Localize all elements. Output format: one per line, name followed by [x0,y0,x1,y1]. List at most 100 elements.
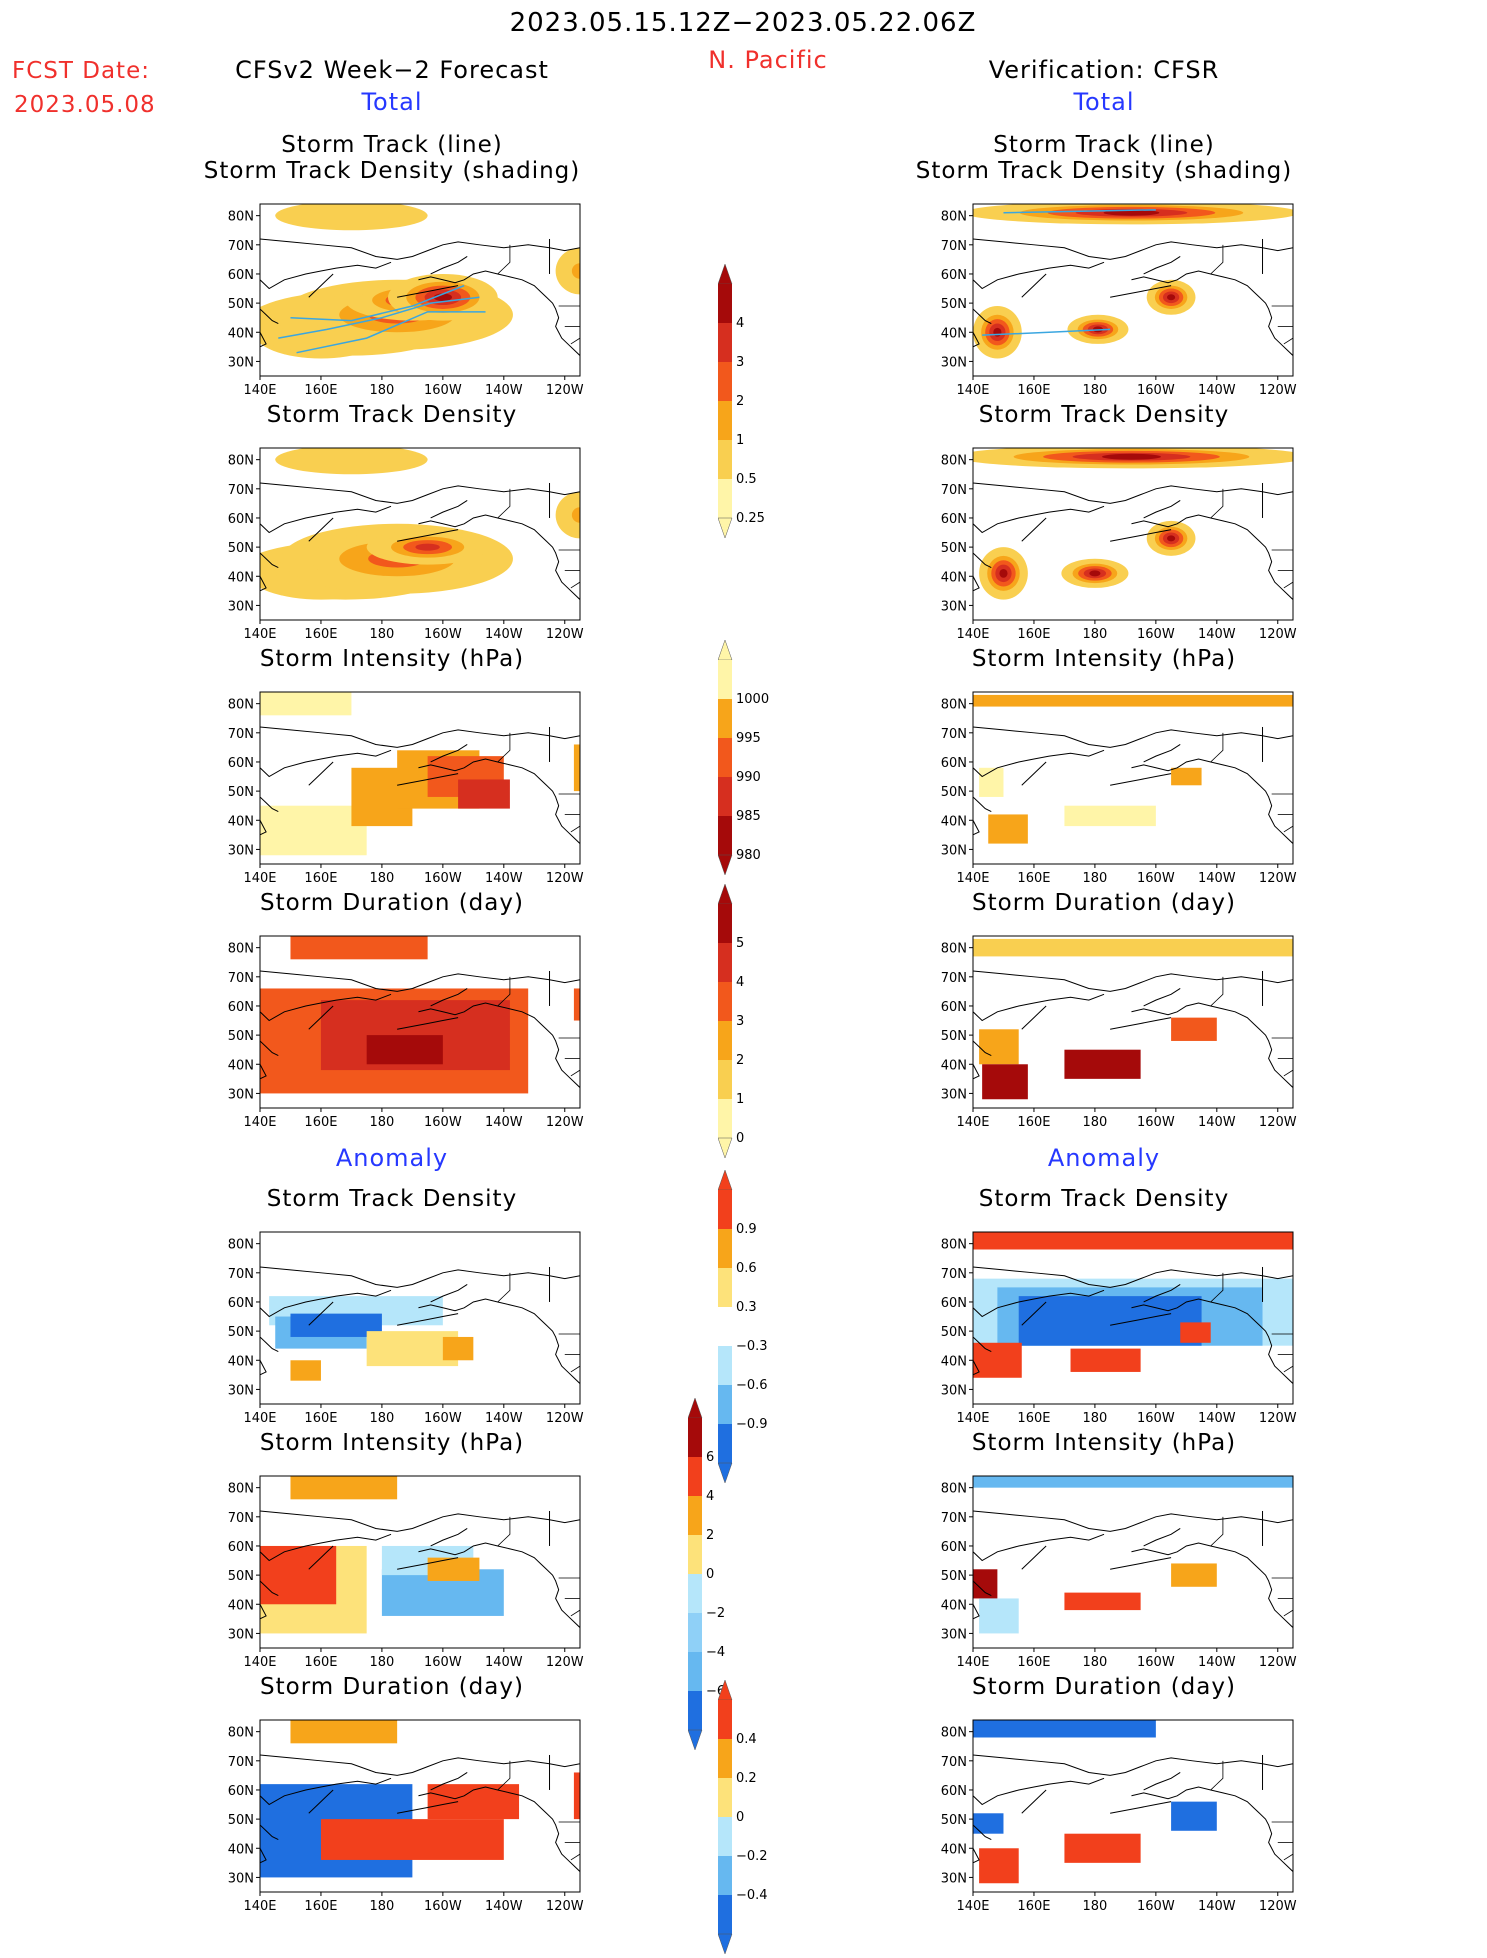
y-tick-label: 40N [228,1354,254,1369]
left-total-label: Total [361,88,423,116]
y-tick-label: 70N [228,1267,254,1282]
coastline [430,256,468,275]
colorbar-segment [718,1346,732,1385]
x-tick-label: 160W [424,383,462,398]
x-tick-label: 120W [1259,1115,1297,1130]
data-cell [973,938,1293,957]
x-tick-label: 140W [1198,627,1236,642]
y-tick-label: 30N [941,1087,967,1102]
coastline [973,552,992,568]
coastline [397,773,459,786]
coastline [308,761,334,786]
coastline [308,273,334,298]
colorbar-segment [718,982,732,1021]
y-tick-label: 40N [228,326,254,341]
coastline [1131,1002,1293,1088]
fcst-date-label: FCST Date: [12,58,150,84]
coastline [260,1336,279,1352]
data-cell [979,767,1004,797]
x-tick-label: 180 [1082,1899,1107,1914]
right-total-label: Total [1073,88,1135,116]
y-tick-label: 60N [941,268,967,283]
coastline [260,1754,580,1776]
x-tick-label: 160E [1017,1411,1050,1426]
fcst-date-value: 2023.05.08 [14,92,156,118]
y-tick-label: 50N [228,1325,254,1340]
y-tick-label: 30N [941,843,967,858]
data-cell [1064,1833,1141,1863]
y-tick-label: 40N [228,814,254,829]
coastline [260,1510,580,1532]
x-tick-label: 160E [1017,627,1050,642]
map-svg: 140E 160E 180 160W 140W 120W 80N 70N 60N 50N 40N 30… [228,1231,584,1426]
map-frame [259,1475,581,1649]
data-cell [979,1848,1019,1884]
x-tick-label: 140W [1198,1899,1236,1914]
data-cell [573,1772,580,1820]
density-contour [313,208,390,223]
coastline [1021,761,1047,786]
coastline [418,1542,580,1628]
coastline [430,1284,468,1303]
coastline [973,749,1105,778]
colorbar-arrow-bottom [687,1729,703,1751]
coastline [973,308,992,324]
fc-density-map: 140E 160E 180 160W 140W 120W 80N 70N 60N 50N 40N 30… [210,440,590,652]
coastline [397,1557,459,1570]
data-cell [427,1784,520,1820]
coastline [260,796,279,812]
y-tick-label: 30N [228,1087,254,1102]
right-column-title: Verification: CFSR [988,56,1220,84]
colorbar-segment [718,284,732,323]
coastline [1110,1313,1172,1326]
y-tick-label: 50N [941,1029,967,1044]
x-tick-label: 160E [304,1411,337,1426]
x-tick-label: 120W [546,1411,584,1426]
coastline [1021,1545,1047,1570]
border-line [1283,1609,1293,1617]
colorbar-segment [718,904,732,943]
data-cell [988,814,1028,844]
density-total-colorbar: 4 3 2 1 0.5 0.25 [717,263,788,542]
colorbar-arrow-bottom [717,854,733,876]
coastline [308,1005,334,1030]
y-tick-label: 40N [941,1842,967,1857]
y-tick-label: 50N [941,1813,967,1828]
coastline [973,261,1105,290]
y-tick-label: 30N [941,1383,967,1398]
border-line [1283,1069,1293,1077]
map-frame [259,935,581,1109]
y-tick-label: 40N [941,326,967,341]
x-tick-label: 140E [956,1115,989,1130]
x-tick-label: 140E [956,871,989,886]
coastline [1110,1017,1172,1030]
colorbar-segment [718,1817,732,1856]
x-tick-label: 120W [1259,871,1297,886]
y-tick-label: 80N [941,1726,967,1741]
coastline [260,1604,267,1620]
colorbar-label: 0.3 [736,1300,757,1315]
y-tick-label: 40N [941,1598,967,1613]
colorbar-label: 990 [736,770,761,785]
border-line [570,1365,580,1373]
x-tick-label: 160E [1017,1899,1050,1914]
y-tick-label: 30N [228,843,254,858]
ver-track-title-1: Storm Track (line) [993,132,1215,158]
colorbar-segment [688,1613,702,1652]
x-tick-label: 140E [243,383,276,398]
density-contour [1089,570,1101,577]
x-tick-label: 140W [1198,1655,1236,1670]
date-range-title: 2023.05.15.12Z−2023.05.22.06Z [509,8,977,38]
data-cell [1070,1348,1141,1372]
fc-track-title-1: Storm Track (line) [281,132,503,158]
x-tick-label: 160W [424,1655,462,1670]
coastline [260,332,267,348]
x-tick-label: 120W [1259,627,1297,642]
colorbar-arrow-bottom [717,517,733,539]
x-tick-label: 160E [1017,871,1050,886]
y-tick-label: 50N [228,1813,254,1828]
data-cell [1018,1296,1202,1346]
colorbar-label: 5 [736,936,744,951]
x-tick-label: 160W [1137,1655,1175,1670]
colorbar-label: 985 [736,809,761,824]
